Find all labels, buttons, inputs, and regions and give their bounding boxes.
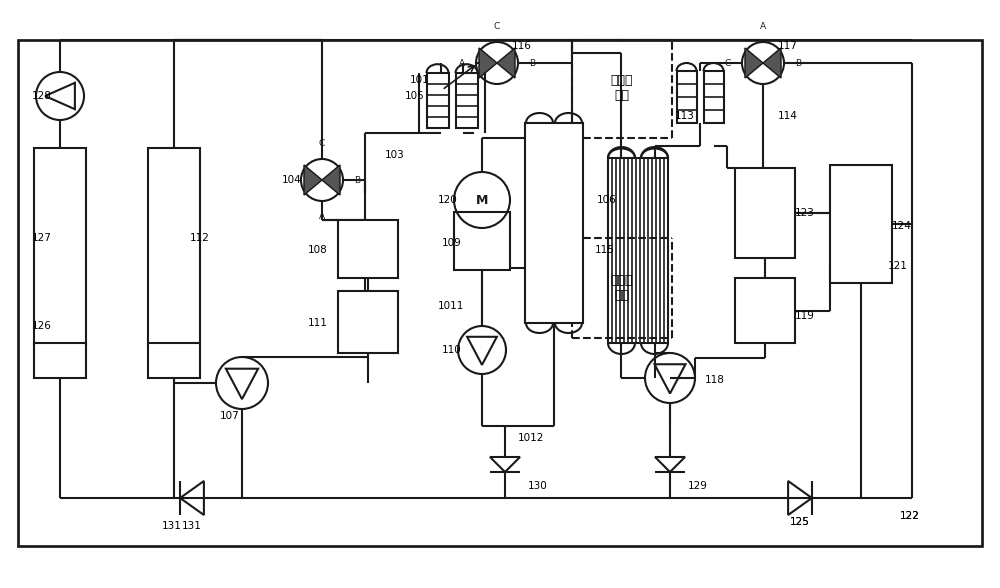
Text: 114: 114 [778, 111, 798, 121]
Polygon shape [497, 48, 515, 78]
Bar [454, 212, 510, 270]
Text: 117: 117 [778, 41, 798, 51]
Bar [735, 168, 795, 258]
Bar [338, 220, 398, 278]
Bar [676, 71, 696, 123]
Text: 109: 109 [442, 238, 462, 248]
Text: 113: 113 [675, 111, 695, 121]
Text: C: C [319, 139, 325, 148]
Bar [456, 73, 478, 128]
Text: A: A [459, 58, 465, 68]
Text: A: A [760, 22, 766, 31]
Text: B: B [354, 175, 360, 185]
Bar [735, 278, 795, 343]
Text: 104: 104 [282, 175, 302, 185]
Text: 129: 129 [688, 481, 708, 491]
Text: 125: 125 [790, 517, 810, 527]
Text: 1011: 1011 [438, 301, 464, 311]
Text: 124: 124 [892, 221, 912, 231]
Text: C: C [725, 58, 731, 68]
Text: 111: 111 [308, 318, 328, 328]
Text: 116: 116 [512, 41, 532, 51]
Text: 131: 131 [162, 521, 182, 531]
Text: 112: 112 [190, 233, 210, 243]
Text: 1012: 1012 [518, 433, 544, 443]
Polygon shape [745, 48, 763, 78]
Text: 106: 106 [597, 195, 617, 205]
Text: 121: 121 [888, 261, 908, 271]
Bar [148, 148, 200, 346]
Polygon shape [304, 165, 322, 195]
Text: 122: 122 [900, 511, 920, 521]
Text: A: A [319, 212, 325, 221]
Text: M: M [476, 193, 488, 206]
Text: 105: 105 [405, 91, 425, 101]
Text: 128: 128 [32, 91, 52, 101]
Bar [34, 343, 86, 378]
Text: 接空调
系统: 接空调 系统 [611, 74, 633, 102]
Text: 130: 130 [528, 481, 548, 491]
Text: 120: 120 [438, 195, 458, 205]
Text: 115: 115 [595, 245, 615, 255]
Text: 118: 118 [705, 375, 725, 385]
Bar [608, 158, 668, 343]
Text: 127: 127 [32, 233, 52, 243]
Polygon shape [763, 48, 781, 78]
Bar [34, 148, 86, 346]
Text: 125: 125 [790, 517, 810, 527]
Bar [18, 40, 982, 546]
Text: 123: 123 [795, 208, 815, 218]
Text: 108: 108 [308, 245, 328, 255]
Bar [830, 165, 892, 283]
Text: B: B [529, 58, 535, 68]
Text: 122: 122 [900, 511, 920, 521]
Polygon shape [479, 48, 497, 78]
Text: 110: 110 [442, 345, 462, 355]
Bar [704, 71, 724, 123]
Text: 126: 126 [32, 321, 52, 331]
Text: 接空调
系统: 接空调 系统 [611, 274, 633, 302]
Polygon shape [322, 165, 340, 195]
Bar [338, 291, 398, 353]
Text: 103: 103 [385, 150, 405, 160]
Text: 131: 131 [182, 521, 202, 531]
Text: C: C [494, 22, 500, 31]
Text: 107: 107 [220, 411, 240, 421]
Bar [426, 73, 448, 128]
Text: B: B [795, 58, 801, 68]
Text: 119: 119 [795, 311, 815, 321]
Bar [525, 123, 583, 323]
Text: 101: 101 [410, 75, 430, 85]
Bar [148, 343, 200, 378]
